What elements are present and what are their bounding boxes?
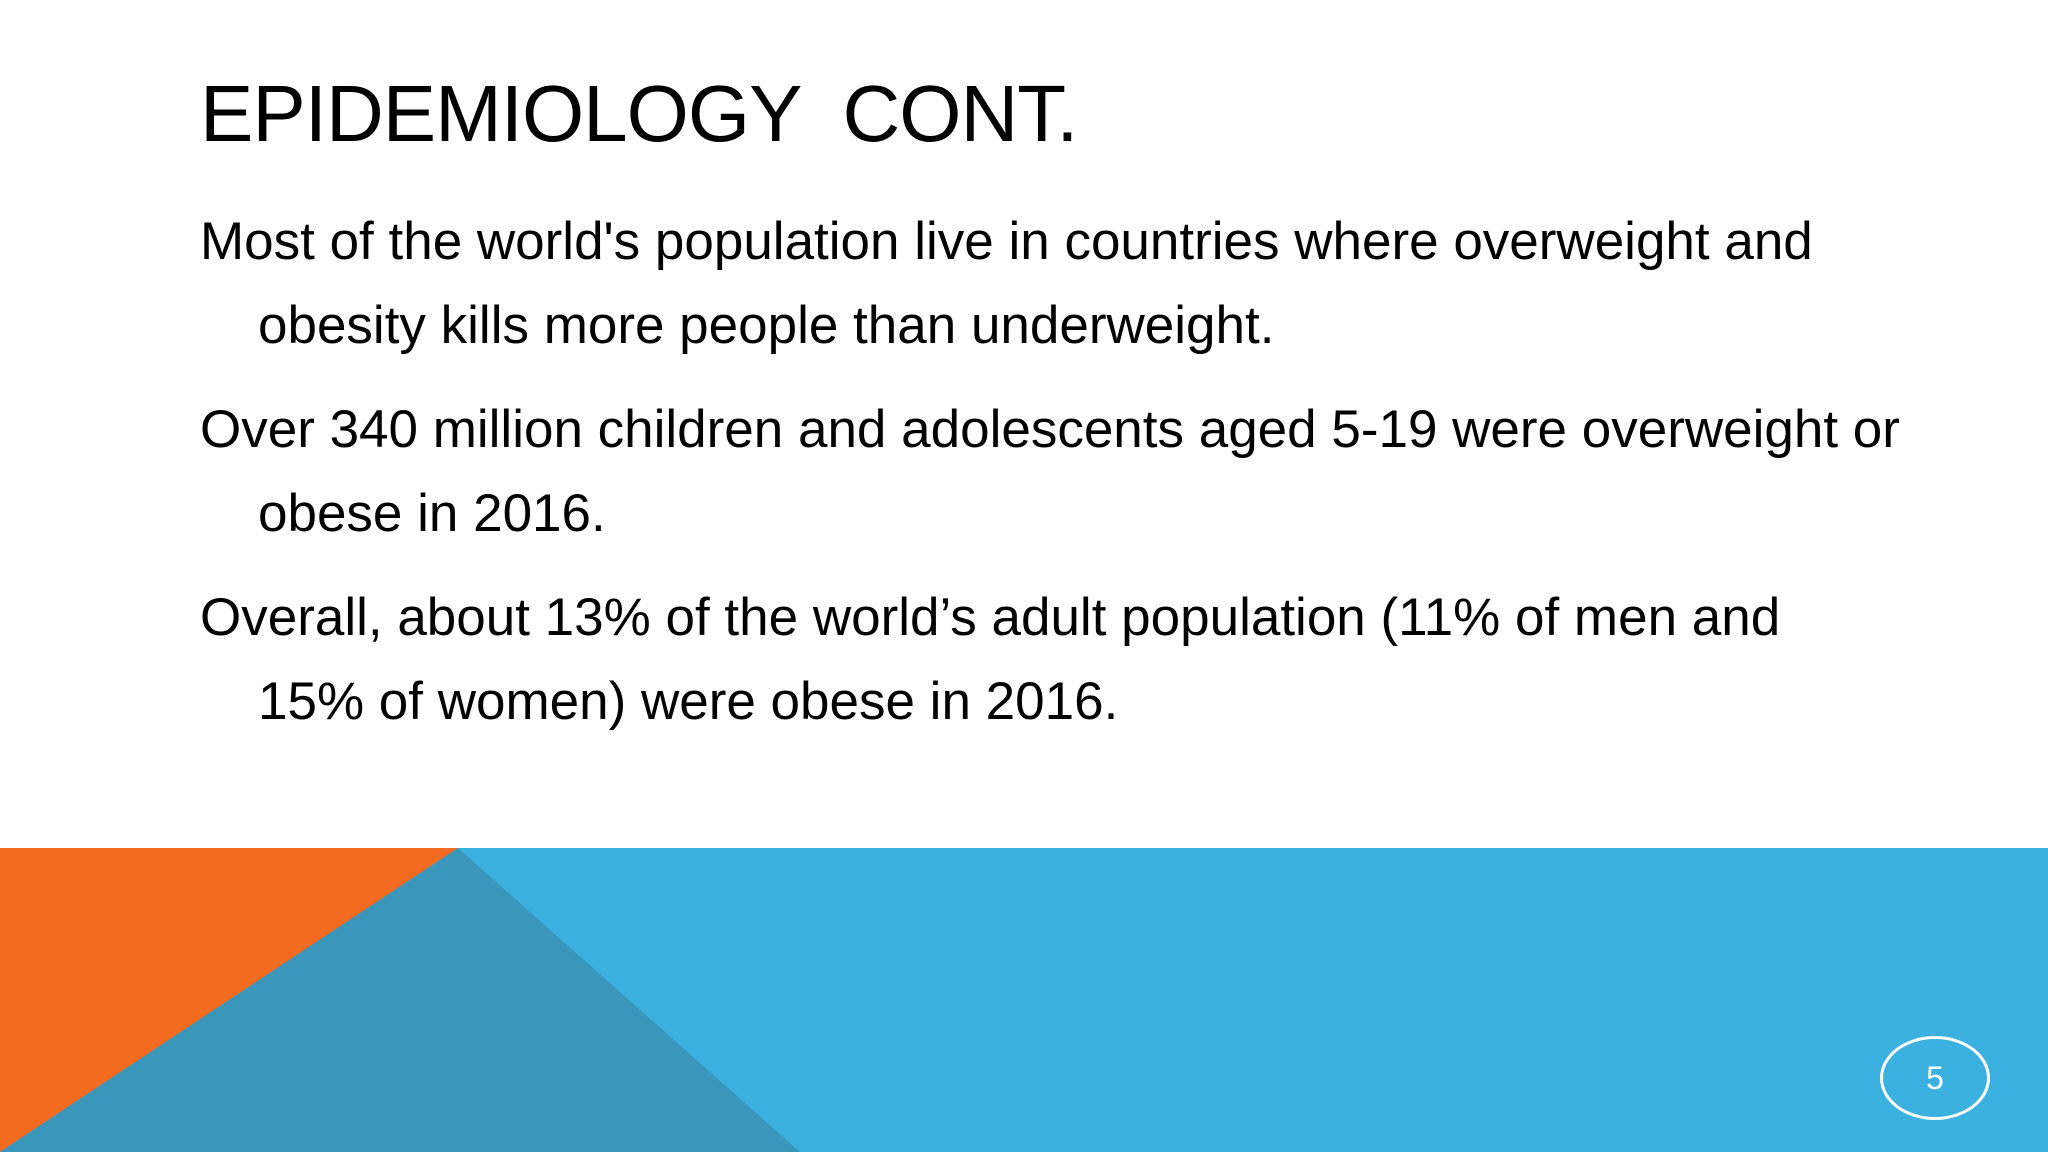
bullet-item: Most of the world's population live in c…: [200, 212, 1813, 355]
dark-blue-triangle: [0, 848, 800, 1152]
bullet-item: Over 340 million children and adolescent…: [200, 400, 1900, 543]
footer-decoration: [0, 848, 2048, 1152]
slide-title: EPIDEMIOLOGY CONT.: [200, 69, 1078, 158]
bullet-list: Most of the world's population live in c…: [200, 200, 1900, 764]
page-number-badge: 5: [1880, 1036, 1990, 1120]
page-number: 5: [1926, 1059, 1944, 1096]
bullet-item: Overall, about 13% of the world’s adult …: [200, 588, 1781, 731]
